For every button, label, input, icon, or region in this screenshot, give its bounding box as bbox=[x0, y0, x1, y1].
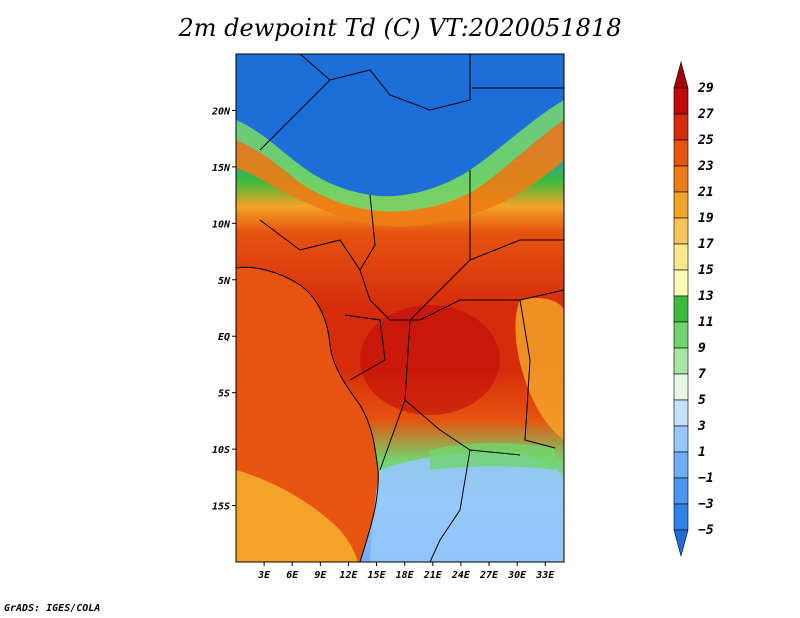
lon-tick-label: 3E bbox=[257, 570, 271, 581]
coastline-west bbox=[236, 266, 379, 562]
colorbar-swatch bbox=[673, 165, 689, 193]
lon-tick-label: 15E bbox=[368, 570, 387, 581]
border bbox=[409, 170, 471, 321]
colorbar-top-arrow bbox=[673, 60, 689, 89]
congo-moist-core bbox=[360, 305, 500, 415]
colorbar-swatch bbox=[673, 243, 689, 271]
colorbar-swatch bbox=[673, 347, 689, 375]
lat-tick-label: 5S bbox=[218, 389, 230, 400]
lon-tick-label: 9E bbox=[314, 570, 327, 581]
colorbar-label: 23 bbox=[697, 159, 714, 174]
colorbar-swatch bbox=[673, 399, 689, 427]
colorbar-label: 17 bbox=[698, 237, 714, 252]
lat-tick-label: 20N bbox=[211, 106, 231, 117]
colorbar-label: 21 bbox=[697, 185, 714, 200]
border bbox=[469, 239, 564, 261]
colorbar-swatch bbox=[673, 191, 689, 219]
colorbar-label: 5 bbox=[698, 393, 706, 408]
colorbar-label: 15 bbox=[698, 263, 714, 278]
map-frame bbox=[235, 53, 565, 563]
lon-tick-label: 27E bbox=[479, 570, 499, 581]
lon-tick-label: 18E bbox=[396, 570, 415, 581]
border bbox=[344, 314, 386, 381]
axis-ticks: 3E 6E 9E 12E 15E 18E 21E 24E 27E 30E 33E 20N 15N 10N 5… bbox=[211, 106, 555, 581]
lon-tick-label: 30E bbox=[507, 570, 527, 581]
colorbar-bottom-arrow bbox=[673, 529, 689, 558]
colorbar-swatch bbox=[673, 87, 689, 115]
colorbar-swatch bbox=[673, 295, 689, 323]
colorbar-swatch bbox=[673, 477, 689, 505]
southern-africa-green bbox=[430, 443, 555, 470]
lon-tick-label: 12E bbox=[339, 570, 358, 581]
colorbar-label: 9 bbox=[698, 341, 706, 356]
colorbar-swatch bbox=[673, 113, 689, 141]
colorbar-swatch bbox=[673, 321, 689, 349]
colorbar-swatch bbox=[673, 451, 689, 479]
border bbox=[259, 219, 361, 271]
lat-tick-label: EQ bbox=[218, 332, 230, 343]
sahel-warm-band bbox=[236, 120, 564, 227]
border bbox=[259, 79, 331, 151]
map-field bbox=[236, 54, 564, 562]
lat-tick-label: 15S bbox=[212, 502, 230, 513]
colorbar-label: 3 bbox=[697, 419, 706, 434]
colorbar-label: 13 bbox=[698, 289, 714, 304]
border bbox=[519, 299, 556, 449]
border bbox=[390, 299, 520, 321]
east-africa-highlands bbox=[515, 298, 564, 440]
borders bbox=[236, 54, 564, 562]
colorbar-label: 11 bbox=[698, 315, 714, 330]
colorbar-swatch bbox=[673, 139, 689, 167]
border bbox=[404, 399, 521, 456]
lon-tick-label: 33E bbox=[535, 570, 555, 581]
sahel-moist-band bbox=[236, 100, 564, 212]
colorbar-label: 1 bbox=[698, 445, 706, 460]
atlantic-ocean-south bbox=[236, 470, 358, 562]
lon-tick-label: 6E bbox=[286, 570, 299, 581]
southern-africa-dry bbox=[370, 453, 564, 562]
colorbar-swatch bbox=[673, 503, 689, 531]
colorbar-swatch bbox=[673, 217, 689, 245]
colorbar-label: 27 bbox=[697, 107, 714, 122]
colorbar-swatch bbox=[673, 373, 689, 401]
colorbar-label: −1 bbox=[698, 471, 714, 486]
lon-tick-label: 21E bbox=[423, 570, 443, 581]
colorbar-label: 25 bbox=[697, 133, 714, 148]
colorbar-label: 19 bbox=[698, 211, 714, 226]
map-title: 2m dewpoint Td (C) VT:2020051818 bbox=[178, 14, 622, 42]
colorbar-label: −3 bbox=[698, 497, 714, 512]
lat-tick-label: 10N bbox=[212, 219, 231, 230]
lat-tick-label: 15N bbox=[212, 163, 231, 174]
colorbar-label: 7 bbox=[698, 367, 706, 382]
border bbox=[429, 449, 471, 562]
colorbar-swatch bbox=[673, 269, 689, 297]
credit-label: GrADS: IGES/COLA bbox=[4, 603, 101, 614]
lat-tick-label: 10S bbox=[212, 445, 230, 456]
colorbar-label: 29 bbox=[697, 81, 714, 96]
border bbox=[519, 289, 564, 301]
sahara-dry-zone bbox=[236, 54, 564, 197]
colorbar-swatch bbox=[673, 425, 689, 453]
lat-tick-label: 5N bbox=[218, 276, 231, 287]
lon-tick-label: 24E bbox=[451, 570, 471, 581]
colorbar-label: −5 bbox=[698, 523, 714, 538]
